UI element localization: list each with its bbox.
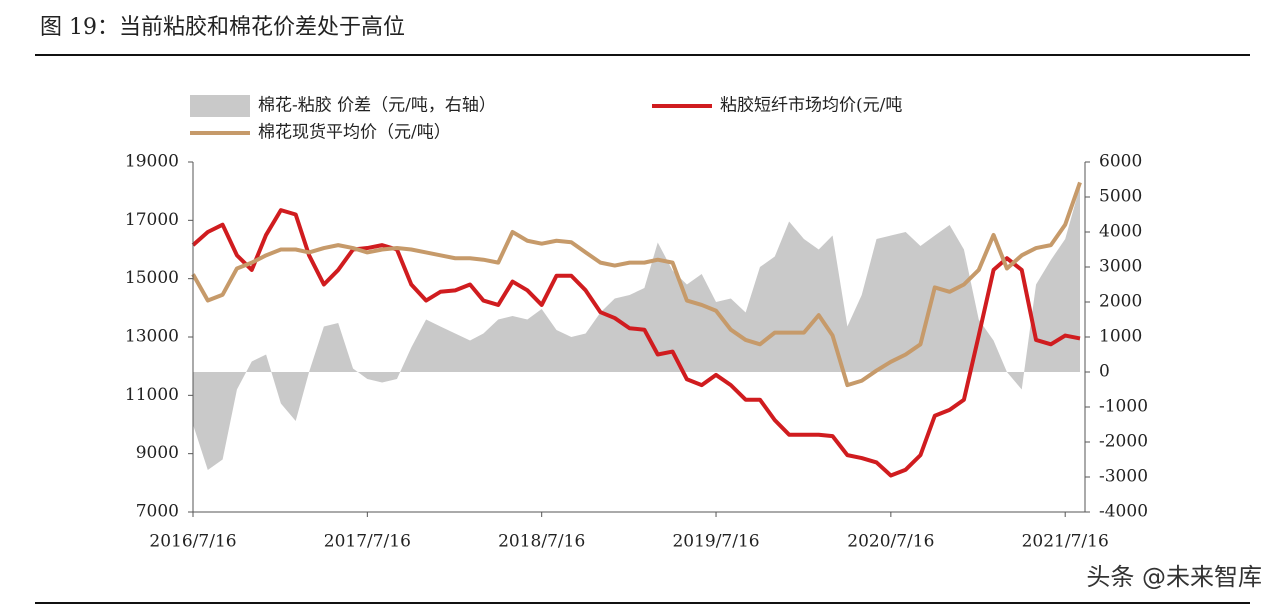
- y2-tick-label: -2000: [1099, 432, 1148, 452]
- legend-label: 粘胶短纤市场均价(元/吨: [720, 96, 902, 116]
- x-tick-label: 2018/7/16: [498, 532, 585, 552]
- y2-tick-label: -1000: [1099, 397, 1148, 417]
- y2-tick-label: 3000: [1099, 257, 1142, 277]
- y2-tick-label: 0: [1099, 362, 1110, 382]
- chart-title: 图 19：当前粘胶和棉花价差处于高位: [40, 15, 405, 40]
- y-tick-label: 9000: [136, 443, 179, 463]
- y2-tick-label: 2000: [1099, 292, 1142, 312]
- price-line: [191, 208, 1081, 478]
- x-tick-label: 2017/7/16: [324, 532, 411, 552]
- y2-tick-label: -4000: [1099, 502, 1148, 522]
- y-tick-label: 15000: [125, 268, 179, 288]
- x-tick-label: 2020/7/16: [847, 532, 934, 552]
- y2-tick-label: 6000: [1099, 152, 1142, 172]
- x-tick-label: 2016/7/16: [149, 532, 236, 552]
- y-tick-label: 11000: [125, 385, 179, 405]
- x-tick-label: 2019/7/16: [672, 532, 759, 552]
- legend-label: 棉花-粘胶 价差（元/吨，右轴）: [258, 96, 496, 116]
- price-line: [191, 181, 1082, 388]
- y2-tick-label: 4000: [1099, 222, 1142, 242]
- y-tick-label: 13000: [125, 327, 179, 347]
- y-tick-label: 17000: [125, 210, 179, 230]
- y2-tick-label: 5000: [1099, 187, 1142, 207]
- y-tick-label: 19000: [125, 152, 179, 172]
- legend-swatch: [190, 95, 250, 117]
- y2-tick-label: 1000: [1099, 327, 1142, 347]
- watermark: 头条 @未来智库: [1086, 563, 1262, 591]
- y-tick-label: 7000: [136, 502, 179, 522]
- x-tick-label: 2021/7/16: [1022, 532, 1109, 552]
- y2-tick-label: -3000: [1099, 467, 1148, 487]
- legend-label: 棉花现货平均价（元/吨）: [258, 123, 451, 143]
